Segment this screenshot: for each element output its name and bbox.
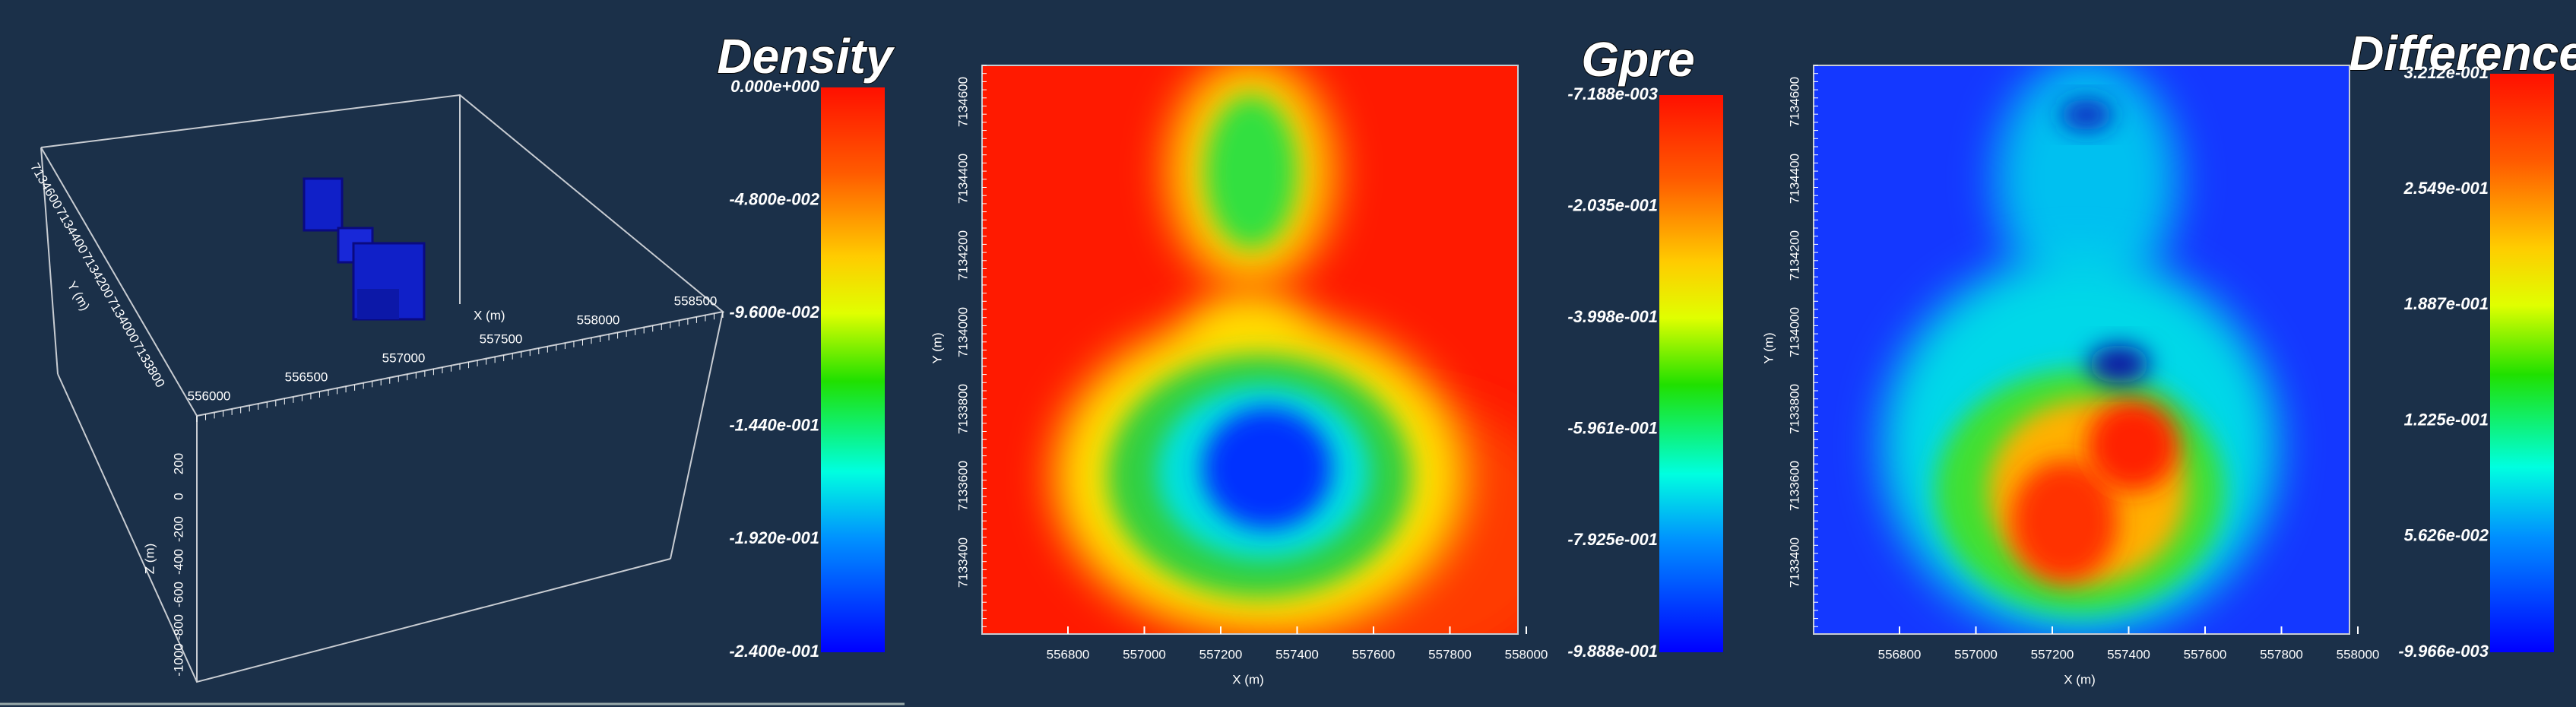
x-axis-title: X (m) xyxy=(474,308,505,322)
x-tick-label: 557600 xyxy=(1352,647,1396,661)
colorbar-label: -5.961e-001 xyxy=(1567,419,1658,438)
y-tick-label: 7134400 xyxy=(955,154,970,204)
x-tick-label: 557000 xyxy=(1954,647,1998,661)
y-axis-title: Y (m) xyxy=(1761,332,1776,363)
z-tick-label: -400 xyxy=(171,549,185,575)
z-tick-label: 0 xyxy=(171,493,185,499)
box-bottom xyxy=(57,373,671,683)
3d-view: 556000 556500 557000 557500 558000 558500 X (m… xyxy=(27,94,725,683)
colorbar-label: 3.212e-001 xyxy=(2404,63,2489,82)
x-tick-label: 557800 xyxy=(2260,647,2303,661)
z-tick-label: -600 xyxy=(171,582,185,607)
y-tick-label: 7134000 xyxy=(104,294,142,345)
colorbar xyxy=(1659,95,1723,652)
y-tick-label: 7134000 xyxy=(1787,307,1801,357)
z-tick-label: -200 xyxy=(171,516,185,542)
y-tick-label: 7133400 xyxy=(1787,537,1801,588)
colorbar-label: -2.400e-001 xyxy=(729,642,819,661)
colorbar-label: -3.998e-001 xyxy=(1567,307,1658,326)
y-tick-label: 7133600 xyxy=(955,461,970,511)
density-blocks xyxy=(303,177,426,321)
y-tick-label: 7133800 xyxy=(955,384,970,434)
x-tick-label: 556800 xyxy=(1047,647,1090,661)
colorbar-label: -7.925e-001 xyxy=(1567,530,1658,549)
box-edge xyxy=(670,311,724,560)
y-axis-title: Y (m) xyxy=(930,332,944,363)
y-tick-label: 7134000 xyxy=(955,307,970,357)
x-tick-label: 557200 xyxy=(1199,647,1243,661)
colorbar-label: -2.035e-001 xyxy=(1567,195,1658,214)
x-tick-label: 557400 xyxy=(1275,647,1319,661)
y-tick-label: 7133600 xyxy=(1787,461,1801,511)
heatmap-region xyxy=(2060,100,2113,130)
x-axis-title: X (m) xyxy=(1232,672,1264,686)
y-tick-label: 7134200 xyxy=(955,230,970,281)
y-tick-label: 7133800 xyxy=(1787,384,1801,434)
panel-title: Density xyxy=(717,29,895,84)
x-tick-label: 558000 xyxy=(2337,647,2380,661)
colorbar xyxy=(821,87,885,652)
heatmap-region xyxy=(1202,407,1332,529)
colorbar-label: -1.440e-001 xyxy=(729,416,819,435)
heatmap-region xyxy=(2087,400,2178,491)
box-edge xyxy=(40,147,59,375)
y-tick-label: 7134200 xyxy=(1787,230,1801,281)
y-tick-label: 7134600 xyxy=(955,77,970,127)
y-tick-label: 7134600 xyxy=(1787,77,1801,127)
panel-title: Difference xyxy=(2349,26,2576,81)
heatmap-panel: 556800 557000 557200 557400 557600 557800 5580… xyxy=(930,65,1548,686)
heatmap-panel: 556800 557000 557200 557400 557600 557800 5580… xyxy=(1761,65,2380,686)
x-tick-label: 557600 xyxy=(2184,647,2227,661)
colorbar-label: 5.626e-002 xyxy=(2404,526,2489,545)
z-tick-label: -1000 xyxy=(171,643,185,676)
x-tick-label: 556500 xyxy=(285,369,328,384)
colorbar-label: -7.188e-003 xyxy=(1567,84,1658,103)
y-tick-label: 7134400 xyxy=(53,205,91,256)
colorbar-label: -1.920e-001 xyxy=(729,528,819,547)
colorbar-label: 0.000e+000 xyxy=(730,77,820,96)
x-tick-label: 557400 xyxy=(2107,647,2150,661)
colorbar-label: 1.225e-001 xyxy=(2404,410,2489,429)
colorbar-label: -4.800e-002 xyxy=(729,189,819,208)
heatmap xyxy=(982,65,1518,634)
panel-title: Gpre xyxy=(1581,32,1694,87)
x-tick-label: 557000 xyxy=(1123,647,1166,661)
heatmap-region xyxy=(2011,461,2118,582)
y-tick-label: 7134600 xyxy=(27,160,65,211)
x-tick-label: 557800 xyxy=(1428,647,1472,661)
y-tick-label: 7134400 xyxy=(1787,154,1801,204)
colorbar-label: 2.549e-001 xyxy=(2403,179,2489,198)
heatmap-region xyxy=(2089,345,2150,383)
x-tick-label: 558000 xyxy=(577,312,620,327)
x-axis-title: X (m) xyxy=(2064,672,2096,686)
y-tick-label: 7133400 xyxy=(955,537,970,588)
heatmap-region xyxy=(1995,65,2178,301)
colorbar-label: -9.966e-003 xyxy=(2398,642,2489,661)
x-tick-label: 557200 xyxy=(2031,647,2074,661)
colorbar xyxy=(2490,74,2554,652)
x-tick-label: 556800 xyxy=(1878,647,1922,661)
z-axis-title: Z (m) xyxy=(142,544,157,575)
z-tick-label: -800 xyxy=(171,614,185,640)
y-axis-title: Y (m) xyxy=(65,279,93,313)
y-tick-label: 7133800 xyxy=(130,339,168,390)
x-tick-label: 557500 xyxy=(480,331,523,346)
colorbar-label: -9.888e-001 xyxy=(1567,642,1658,661)
x-tick-label: 558000 xyxy=(1505,647,1548,661)
x-tick-label: 558500 xyxy=(674,293,718,308)
heatmap-region xyxy=(1206,96,1297,248)
x-tick-label: 557000 xyxy=(382,350,426,365)
z-tick-label: 200 xyxy=(171,453,185,474)
heatmap xyxy=(1814,65,2349,634)
colorbar-label: 1.887e-001 xyxy=(2404,294,2489,313)
x-tick-label: 556000 xyxy=(188,388,231,403)
colorbar-label: -9.600e-002 xyxy=(729,303,819,322)
